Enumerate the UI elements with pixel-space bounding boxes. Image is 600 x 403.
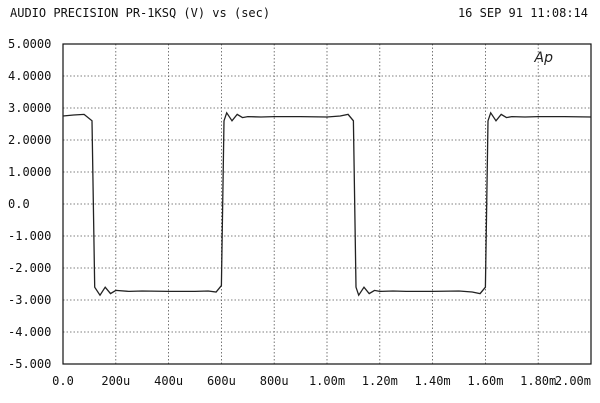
x-tick-label: 1.80m	[520, 374, 556, 388]
x-tick-label: 1.40m	[415, 374, 451, 388]
y-tick-label: -5.000	[8, 357, 51, 371]
y-tick-label: 4.0000	[8, 69, 51, 83]
y-tick-label: 5.0000	[8, 37, 51, 51]
x-tick-label: 600u	[207, 374, 236, 388]
plot-frame	[62, 43, 592, 365]
grid	[63, 44, 591, 364]
x-tick-label: 800u	[260, 374, 289, 388]
x-tick-label: 0.0	[52, 374, 74, 388]
x-tick-label: 200u	[101, 374, 130, 388]
y-tick-label: -3.000	[8, 293, 51, 307]
x-axis-ticks: 0.0 200u 400u 600u 800u 1.00m 1.20m 1.40m 1.60m 1…	[52, 374, 591, 388]
x-tick-label: 1.00m	[309, 374, 345, 388]
x-tick-label: 1.60m	[467, 374, 503, 388]
timestamp: 16 SEP 91 11:08:14	[458, 6, 588, 20]
chart-title: AUDIO PRECISION PR-1KSQ (V) vs (sec)	[10, 6, 270, 20]
y-tick-label: -2.000	[8, 261, 51, 275]
x-tick-label: 2.00m	[555, 374, 591, 388]
y-tick-label: 3.0000	[8, 101, 51, 115]
y-tick-label: 0.0	[8, 197, 30, 211]
y-tick-label: 1.0000	[8, 165, 51, 179]
x-tick-label: 1.20m	[362, 374, 398, 388]
series-line	[62, 111, 592, 297]
x-tick-label: 400u	[154, 374, 183, 388]
y-axis-ticks: 5.0000 4.0000 3.0000 2.0000 1.0000 0.0 -1.000 -…	[8, 37, 51, 371]
y-tick-label: 2.0000	[8, 133, 51, 147]
y-tick-label: -1.000	[8, 229, 51, 243]
y-tick-label: -4.000	[8, 325, 51, 339]
ap-logo: Ap	[534, 50, 554, 66]
